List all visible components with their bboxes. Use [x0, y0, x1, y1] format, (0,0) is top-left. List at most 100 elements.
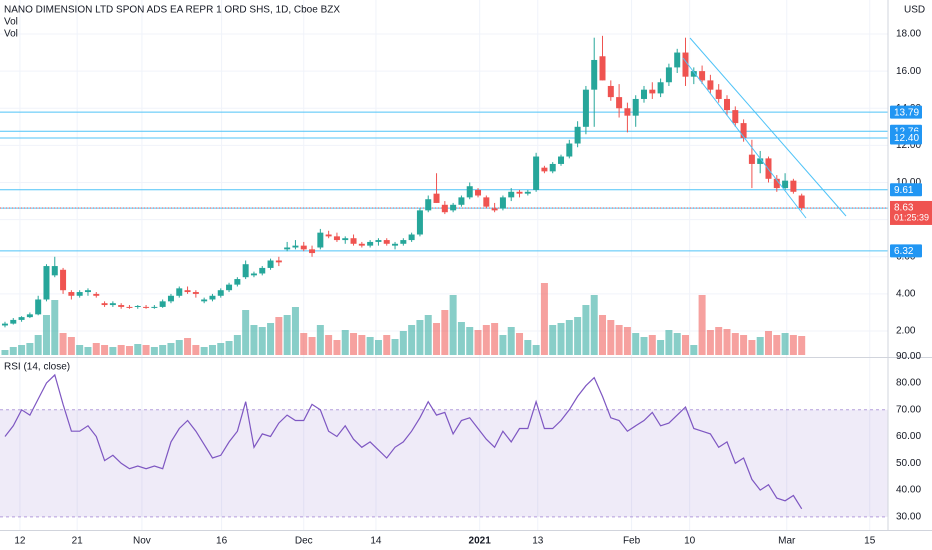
volume-bar	[706, 330, 714, 355]
candles	[1, 35, 805, 328]
x-tick-label: 10	[684, 536, 696, 547]
volume-bar	[225, 341, 233, 355]
volume-bar	[781, 333, 789, 355]
volume	[1, 283, 806, 355]
x-tick-label: 2021	[469, 536, 492, 547]
candle-body	[151, 306, 158, 308]
rsi-tick-label: 70.00	[896, 404, 921, 415]
candle-body	[18, 317, 25, 320]
candle-body	[259, 267, 266, 274]
volume-bar	[76, 345, 84, 355]
y-tick-label: 10.00	[896, 177, 921, 188]
candle-body	[43, 266, 50, 300]
y-tick-label: 18.00	[896, 29, 921, 40]
level-label: 12.40	[894, 133, 919, 144]
volume-bar	[26, 343, 34, 355]
volume-bar	[291, 307, 299, 355]
volume-bar	[34, 335, 42, 355]
level-label-box	[890, 105, 922, 119]
candle-body	[159, 301, 166, 307]
rsi-tick-label: 30.00	[896, 512, 921, 523]
chart-title: NANO DIMENSION LTD SPON ADS EA REPR 1 OR…	[4, 5, 340, 16]
volume-bar	[67, 337, 75, 355]
candle-body	[707, 80, 714, 90]
channel-lower	[682, 57, 807, 219]
candle-body	[392, 243, 399, 246]
volume-bar	[507, 327, 515, 355]
candle-body	[632, 98, 639, 116]
volume-bar	[623, 327, 631, 355]
volume-bar	[466, 327, 474, 355]
candle-body	[1, 323, 8, 326]
volume-bar	[632, 333, 640, 355]
x-tick-label: 21	[72, 536, 84, 547]
volume-bar	[366, 337, 374, 355]
volume-bar	[391, 339, 399, 355]
volume-bar	[242, 310, 250, 355]
rsi-line	[4, 373, 803, 510]
volume-bar	[250, 325, 258, 355]
volume-bar	[648, 335, 656, 355]
volume-bar	[350, 333, 358, 355]
volume-bar	[358, 335, 366, 355]
candle-body	[665, 67, 672, 83]
volume-bar	[482, 325, 490, 355]
volume-bar	[175, 340, 183, 355]
candle-body	[674, 52, 681, 68]
volume-bar	[798, 336, 806, 355]
candle-body	[101, 303, 108, 306]
volume-bar	[764, 331, 772, 355]
candle-body	[657, 82, 664, 94]
volume-bar	[682, 335, 690, 355]
candle-body	[358, 243, 365, 246]
candle-body	[118, 305, 125, 307]
candle-body	[458, 197, 465, 205]
candle-body	[35, 299, 42, 315]
volume-bar	[101, 345, 109, 355]
candle-body	[51, 266, 58, 276]
candle-body	[616, 97, 623, 109]
candle-body	[226, 284, 233, 291]
volume-bar	[217, 343, 225, 355]
volume-bar	[640, 337, 648, 355]
candle-body	[773, 178, 780, 189]
candle-body	[60, 269, 67, 291]
volume-bar	[1, 350, 9, 355]
candle-body	[292, 245, 299, 248]
volume-bar	[374, 340, 382, 355]
candle-body	[267, 260, 274, 268]
candle-body	[641, 89, 648, 99]
candle-body	[192, 292, 199, 294]
candle-body	[134, 305, 141, 307]
volume-bar	[258, 327, 266, 355]
volume-bar	[408, 325, 416, 355]
volume-bar	[84, 347, 92, 355]
candle-body	[408, 234, 415, 241]
countdown: 01:25:39	[894, 212, 929, 222]
volume-bar	[333, 340, 341, 355]
candle-body	[732, 110, 739, 124]
candle-body	[375, 240, 382, 242]
volume-bar	[748, 340, 756, 355]
volume-bar	[283, 315, 291, 355]
volume-bar	[715, 327, 723, 355]
volume-bar	[109, 347, 117, 355]
candle-body	[367, 241, 374, 246]
rsi-title: RSI (14, close)	[4, 362, 70, 373]
candle-body	[508, 191, 515, 198]
volume-bar	[698, 295, 706, 355]
volume-bar	[433, 323, 441, 355]
candle-body	[425, 199, 432, 211]
candle-body	[10, 319, 17, 324]
volume-bar	[532, 345, 540, 355]
volume-bar	[665, 330, 673, 355]
level-label-box	[890, 131, 922, 145]
indicator-label: Vol	[4, 29, 18, 40]
candle-body	[143, 306, 150, 308]
volume-bar	[125, 346, 133, 355]
candle-body	[441, 204, 448, 213]
rsi-pane	[0, 373, 888, 518]
currency: USD	[904, 5, 925, 16]
volume-bar	[499, 335, 507, 355]
